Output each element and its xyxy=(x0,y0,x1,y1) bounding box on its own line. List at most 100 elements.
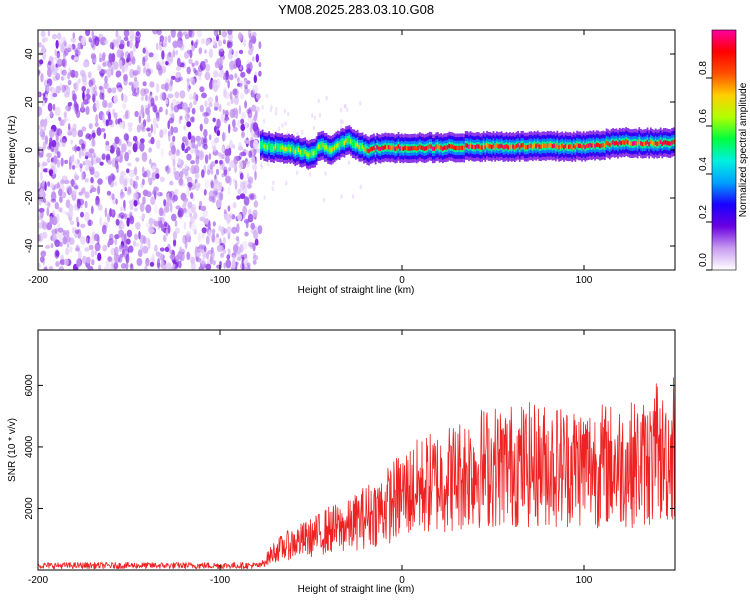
heatmap-cell xyxy=(207,38,211,45)
y-tick-label: 2000 xyxy=(24,497,35,520)
y-tick-label: -20 xyxy=(24,190,35,205)
heatmap-cell xyxy=(38,124,43,131)
heatmap-cell xyxy=(105,145,111,152)
heatmap-cell xyxy=(258,41,262,49)
heatmap-cell xyxy=(46,152,53,158)
heatmap-cell xyxy=(486,143,488,148)
heatmap-cell xyxy=(115,30,119,38)
heatmap-cell xyxy=(477,144,480,149)
heatmap-cell xyxy=(65,86,71,96)
heatmap-cell xyxy=(208,48,214,59)
heatmap-cell xyxy=(182,197,189,203)
heatmap-cell xyxy=(174,91,180,99)
heatmap-cell xyxy=(103,82,109,90)
heatmap-cell xyxy=(553,143,555,148)
heatmap-cell xyxy=(203,138,207,144)
heatmap-cell xyxy=(177,31,183,40)
heatmap-cell xyxy=(91,95,95,102)
heatmap-cell xyxy=(223,262,226,269)
heatmap-cell xyxy=(56,151,61,159)
heatmap-cell xyxy=(141,152,148,162)
heatmap-cell xyxy=(67,72,70,80)
heatmap-cell xyxy=(190,216,194,224)
heatmap-cell xyxy=(305,151,308,157)
heatmap-cell xyxy=(213,83,219,92)
heatmap-cell xyxy=(221,30,227,38)
heatmap-cell xyxy=(129,203,134,211)
heatmap-cell xyxy=(545,144,547,149)
heatmap-cell xyxy=(88,219,91,227)
heatmap-cell xyxy=(184,136,189,142)
heatmap-cell xyxy=(120,143,127,153)
heatmap-cell xyxy=(111,209,116,218)
heatmap-cell xyxy=(145,49,150,57)
heatmap-cell xyxy=(60,76,65,81)
heatmap-cell xyxy=(191,204,197,214)
heatmap-cell xyxy=(67,102,73,107)
heatmap-cell xyxy=(84,191,90,199)
heatmap-cell xyxy=(484,145,487,150)
heatmap-cell xyxy=(189,212,192,218)
heatmap-cell xyxy=(172,158,176,167)
heatmap-cell xyxy=(198,244,204,251)
heatmap-cell xyxy=(169,180,174,186)
heatmap-cell xyxy=(70,139,73,145)
heatmap-cell xyxy=(40,73,44,83)
heatmap-cell xyxy=(54,145,59,154)
heatmap-cell xyxy=(212,228,216,235)
heatmap-cell xyxy=(191,206,195,214)
chart-title: YM08.2025.283.03.10.G08 xyxy=(278,2,434,17)
heatmap-cell xyxy=(139,124,144,132)
heatmap-cell xyxy=(145,107,150,115)
heatmap-cell xyxy=(661,141,664,146)
heatmap-cell xyxy=(239,93,245,100)
heatmap-cell xyxy=(45,93,48,99)
heatmap-cell xyxy=(170,108,175,118)
heatmap-cell xyxy=(199,216,206,222)
heatmap-cell xyxy=(371,146,374,151)
heatmap-cell xyxy=(123,36,129,41)
heatmap-cell xyxy=(125,262,129,270)
heatmap-cell xyxy=(322,143,325,148)
heatmap-cell xyxy=(502,145,505,150)
heatmap-cell xyxy=(97,178,103,185)
heatmap-cell xyxy=(350,139,352,144)
heatmap-cell xyxy=(323,145,326,150)
heatmap-cell xyxy=(318,113,322,118)
heatmap-cell xyxy=(97,252,102,261)
heatmap-cell xyxy=(201,169,205,179)
heatmap-cell xyxy=(407,146,410,151)
heatmap-cell xyxy=(225,259,232,269)
heatmap-cell xyxy=(186,82,191,92)
heatmap-cell xyxy=(402,146,405,151)
heatmap-cell xyxy=(441,146,444,151)
x-tick-label: -100 xyxy=(210,275,230,286)
heatmap-cell xyxy=(127,245,134,253)
heatmap-cell xyxy=(463,145,465,151)
heatmap-cell xyxy=(46,207,50,217)
heatmap-cell xyxy=(247,183,252,189)
heatmap-cell xyxy=(162,210,166,217)
heatmap-cell xyxy=(114,234,120,240)
heatmap-cell xyxy=(78,149,82,159)
heatmap-cell xyxy=(235,155,241,161)
heatmap-cell xyxy=(76,258,81,269)
heatmap-cell xyxy=(428,144,431,149)
heatmap-cell xyxy=(65,247,69,256)
y-tick-label: 40 xyxy=(24,48,35,60)
heatmap-cell xyxy=(92,93,96,103)
heatmap-cell xyxy=(159,35,164,43)
heatmap-cell xyxy=(119,59,123,70)
heatmap-cell xyxy=(284,146,287,152)
heatmap-cell xyxy=(220,113,226,123)
heatmap-cell xyxy=(188,58,193,65)
heatmap-cell xyxy=(55,85,61,94)
heatmap-cell xyxy=(201,227,207,234)
heatmap-cell xyxy=(64,48,69,56)
heatmap-cell xyxy=(42,141,47,150)
heatmap-cell xyxy=(152,30,158,35)
heatmap-cell xyxy=(633,141,636,146)
heatmap-cell xyxy=(82,99,89,105)
heatmap-cell xyxy=(139,202,145,213)
